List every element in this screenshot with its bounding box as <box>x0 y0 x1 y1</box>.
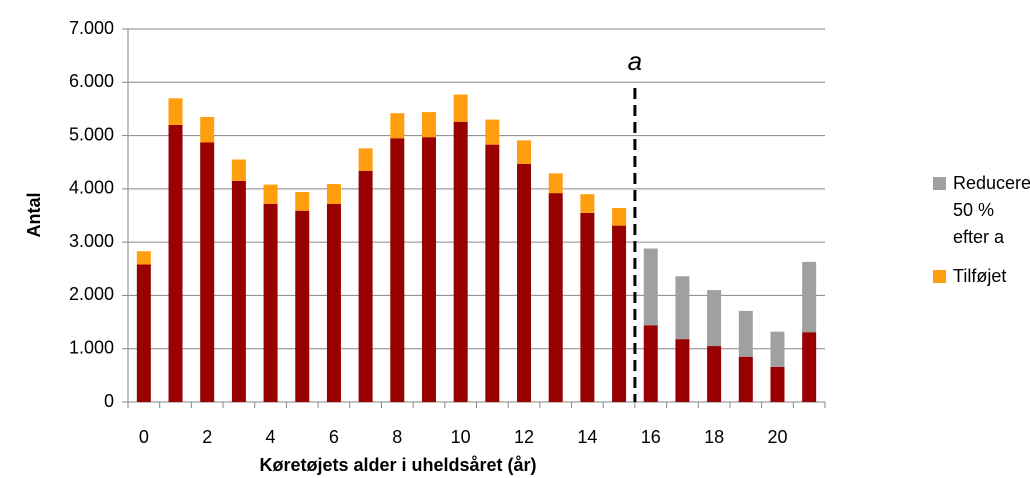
bar-segment <box>707 346 722 402</box>
bar-segment <box>390 113 405 139</box>
legend-entry: Tilføjet <box>933 263 1028 290</box>
bar-segment <box>295 192 310 211</box>
y-tick-label: 0 <box>104 391 114 411</box>
y-axis-title: Antal <box>24 193 44 238</box>
bar-segment <box>421 137 436 403</box>
bar-segment <box>231 180 246 402</box>
y-tick-label: 3.000 <box>69 231 114 251</box>
bar-segment <box>548 173 563 194</box>
bar-segment <box>358 148 373 171</box>
legend-label: Tilføjet <box>953 266 1007 286</box>
legend-swatch <box>933 177 946 190</box>
x-tick-label: 10 <box>451 427 471 447</box>
bar-segment <box>770 366 785 402</box>
bar-segment <box>453 94 468 122</box>
bar-segment <box>168 124 183 403</box>
x-tick-label: 0 <box>139 427 149 447</box>
bar-segment <box>263 184 278 204</box>
bar-segment <box>390 138 405 402</box>
bar-segment <box>295 210 310 402</box>
bar-segment <box>263 203 278 402</box>
legend-swatch <box>933 270 946 283</box>
bar-segment <box>136 251 151 265</box>
x-tick-label: 16 <box>641 427 661 447</box>
bar-segment <box>548 193 563 402</box>
bar-segment <box>707 290 722 347</box>
legend: Reduceret 50 % efter a Tilføjet <box>933 170 1030 302</box>
bar-segment <box>517 163 532 402</box>
bar-segment <box>231 159 246 181</box>
x-tick-label: 2 <box>202 427 212 447</box>
bar-segment <box>168 98 183 125</box>
x-tick-label: 12 <box>514 427 534 447</box>
bar-segment <box>580 194 595 213</box>
bar-segment <box>802 261 817 333</box>
bar-segment <box>200 142 215 402</box>
x-tick-label: 8 <box>392 427 402 447</box>
bar-segment <box>421 112 436 138</box>
x-tick-label: 4 <box>266 427 276 447</box>
bar-segment <box>770 331 785 367</box>
y-tick-label: 7.000 <box>69 18 114 38</box>
bar-segment <box>612 208 627 226</box>
legend-label: Reduceret 50 % efter a <box>953 173 1030 247</box>
bar-segment <box>358 170 373 402</box>
bar-segment <box>485 119 500 145</box>
bar-segment <box>326 203 341 402</box>
bar-segment <box>643 325 658 402</box>
bar-segment <box>517 140 532 164</box>
x-tick-label: 6 <box>329 427 339 447</box>
bar-segment <box>136 264 151 402</box>
bar-segment <box>580 212 595 402</box>
bar-segment <box>738 310 753 357</box>
y-tick-label: 6.000 <box>69 71 114 91</box>
x-axis-title: Køretøjets alder i uheldsåret (år) <box>259 455 536 475</box>
bar-segment <box>643 248 658 326</box>
y-tick-label: 1.000 <box>69 337 114 357</box>
legend-entry: Reduceret 50 % efter a <box>933 170 1030 251</box>
x-tick-label: 20 <box>767 427 787 447</box>
y-tick-label: 2.000 <box>69 284 114 304</box>
bar-segment <box>326 184 341 204</box>
x-tick-label: 18 <box>704 427 724 447</box>
bar-segment <box>612 225 627 402</box>
x-tick-label: 14 <box>577 427 597 447</box>
y-tick-label: 5.000 <box>69 124 114 144</box>
bar-segment <box>802 332 817 402</box>
annotation-label: a <box>628 46 642 76</box>
bar-segment <box>738 356 753 402</box>
bar-segment <box>485 144 500 402</box>
bar-segment <box>453 121 468 403</box>
bar-segment <box>200 116 215 143</box>
bar-segment <box>675 276 690 340</box>
bar-segment <box>675 339 690 402</box>
y-tick-label: 4.000 <box>69 178 114 198</box>
